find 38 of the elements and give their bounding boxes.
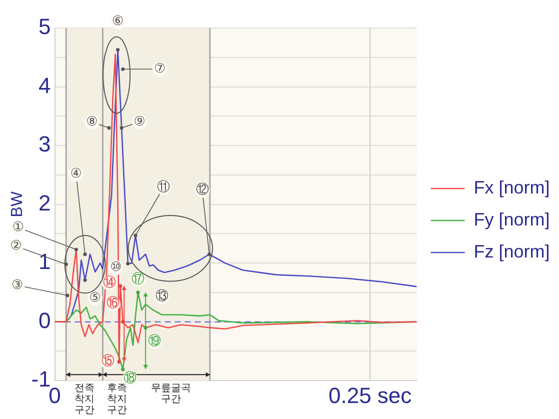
- band-label: 후족 착지 구간: [107, 383, 128, 416]
- annotation: ④: [70, 166, 82, 182]
- legend-label: Fx [norm]: [474, 177, 550, 198]
- annotation: ②: [10, 238, 22, 254]
- y-axis-title: BW: [9, 190, 26, 218]
- annotation: ⑧: [86, 114, 98, 130]
- annotation: ⑤: [89, 290, 101, 306]
- annotation: ⑯: [106, 296, 120, 312]
- annotation: ⑮: [102, 354, 115, 370]
- y-tick-label: 4: [38, 72, 51, 98]
- annotation: ⑥: [112, 14, 124, 30]
- x-tick-label: 0.25 sec: [328, 382, 412, 408]
- point: [121, 320, 125, 324]
- annotation: ①: [12, 220, 24, 235]
- point: [117, 360, 121, 364]
- band-label: 전족 착지 구간: [74, 383, 94, 416]
- annotation: ⑦: [154, 62, 166, 77]
- annotation: ③: [12, 278, 24, 293]
- y-tick-label: -1: [31, 366, 51, 392]
- annotation: ⑫: [196, 182, 209, 198]
- legend-label: Fz [norm]: [474, 241, 550, 262]
- point: [121, 368, 125, 372]
- annotation: ⑪: [156, 180, 170, 195]
- point: [136, 290, 140, 294]
- point: [118, 284, 122, 288]
- annotation: ⑬: [155, 288, 168, 304]
- y-tick-label: 2: [38, 190, 51, 216]
- y-tick-label: 0: [38, 308, 51, 333]
- annotation: ⑲: [148, 334, 162, 350]
- annotation: ⑨: [134, 114, 146, 130]
- y-tick-label: 3: [38, 132, 51, 157]
- annotation: ⑩: [110, 260, 122, 276]
- y-tick-label: 1: [38, 249, 51, 274]
- annotation: ⑰: [132, 272, 145, 287]
- y-tick-label: 5: [38, 14, 51, 40]
- band-label: 무릎굴곡 구간: [150, 383, 191, 406]
- legend-label: Fy [norm]: [474, 209, 550, 230]
- annotation: ⑭: [102, 275, 116, 290]
